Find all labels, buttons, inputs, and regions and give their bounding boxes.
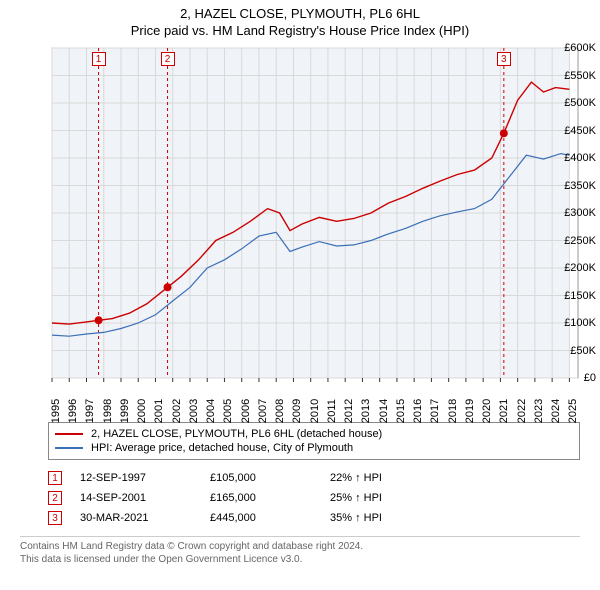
footer-line-1: Contains HM Land Registry data © Crown c… [20, 540, 580, 553]
legend-label: HPI: Average price, detached house, City… [91, 442, 353, 454]
sales-row: 3 30-MAR-2021£445,00035% ↑ HPI [48, 508, 580, 528]
sales-price: £165,000 [210, 492, 330, 504]
sale-marker-1: 1 [92, 52, 106, 66]
x-axis-label: 2023 [533, 399, 545, 423]
x-axis-label: 2005 [222, 399, 234, 423]
chart-title-2: Price paid vs. HM Land Registry's House … [0, 21, 600, 38]
sales-date: 14-SEP-2001 [80, 492, 210, 504]
y-axis-label: £550K [552, 70, 596, 82]
x-axis-label: 1999 [119, 399, 131, 423]
y-axis-label: £250K [552, 235, 596, 247]
y-axis-label: £0 [552, 372, 596, 384]
legend: 2, HAZEL CLOSE, PLYMOUTH, PL6 6HL (detac… [48, 422, 580, 460]
x-axis-label: 2016 [412, 399, 424, 423]
x-axis-label: 2001 [153, 399, 165, 423]
x-axis-label: 2021 [498, 399, 510, 423]
y-axis-label: £600K [552, 42, 596, 54]
y-axis-label: £350K [552, 180, 596, 192]
x-axis-label: 2007 [257, 399, 269, 423]
x-axis-label: 2017 [429, 399, 441, 423]
legend-label: 2, HAZEL CLOSE, PLYMOUTH, PL6 6HL (detac… [91, 428, 382, 440]
legend-item: HPI: Average price, detached house, City… [55, 441, 573, 455]
x-axis-label: 2012 [343, 399, 355, 423]
x-axis-label: 1998 [102, 399, 114, 423]
x-axis-label: 2011 [326, 399, 338, 423]
x-axis-label: 2013 [360, 399, 372, 423]
y-axis-label: £300K [552, 207, 596, 219]
sales-date: 30-MAR-2021 [80, 512, 210, 524]
y-axis-label: £50K [552, 345, 596, 357]
y-axis-label: £200K [552, 262, 596, 274]
sales-pct: 25% ↑ HPI [330, 492, 450, 504]
x-axis-label: 2004 [205, 399, 217, 423]
sale-marker-3: 3 [497, 52, 511, 66]
sales-pct: 22% ↑ HPI [330, 472, 450, 484]
y-axis-label: £150K [552, 290, 596, 302]
x-axis-label: 2010 [309, 399, 321, 423]
legend-item: 2, HAZEL CLOSE, PLYMOUTH, PL6 6HL (detac… [55, 427, 573, 441]
sales-date: 12-SEP-1997 [80, 472, 210, 484]
sales-pct: 35% ↑ HPI [330, 512, 450, 524]
sale-marker-2: 2 [161, 52, 175, 66]
x-axis-label: 2018 [447, 399, 459, 423]
x-axis-label: 2009 [291, 399, 303, 423]
sales-marker-badge: 2 [48, 491, 62, 505]
chart-svg [0, 38, 600, 418]
sales-row: 1 12-SEP-1997£105,00022% ↑ HPI [48, 468, 580, 488]
sales-table: 1 12-SEP-1997£105,00022% ↑ HPI 2 14-SEP-200… [48, 468, 580, 528]
chart-area: £0 £50K £100K £150K £200K £250K £300K £350K £400… [0, 38, 600, 418]
x-axis-label: 2015 [395, 399, 407, 423]
x-axis-label: 1996 [67, 399, 79, 423]
chart-container: 2, HAZEL CLOSE, PLYMOUTH, PL6 6HL Price … [0, 0, 600, 590]
footer-line-2: This data is licensed under the Open Gov… [20, 553, 580, 566]
x-axis-label: 1997 [84, 399, 96, 423]
y-axis-label: £450K [552, 125, 596, 137]
footer-attribution: Contains HM Land Registry data © Crown c… [20, 536, 580, 566]
x-axis-label: 2019 [464, 399, 476, 423]
x-axis-label: 2006 [240, 399, 252, 423]
y-axis-label: £500K [552, 97, 596, 109]
sales-marker-badge: 3 [48, 511, 62, 525]
sales-row: 2 14-SEP-2001£165,00025% ↑ HPI [48, 488, 580, 508]
legend-swatch [55, 433, 83, 435]
x-axis-label: 2022 [516, 399, 528, 423]
sales-price: £105,000 [210, 472, 330, 484]
x-axis-label: 2008 [274, 399, 286, 423]
y-axis-label: £400K [552, 152, 596, 164]
chart-title-1: 2, HAZEL CLOSE, PLYMOUTH, PL6 6HL [0, 0, 600, 21]
x-axis-label: 2025 [567, 399, 579, 423]
y-axis-label: £100K [552, 317, 596, 329]
x-axis-label: 2014 [378, 399, 390, 423]
x-axis-label: 2000 [136, 399, 148, 423]
x-axis-label: 2002 [171, 399, 183, 423]
x-axis-label: 1995 [50, 399, 62, 423]
legend-swatch [55, 447, 83, 449]
x-axis-label: 2003 [188, 399, 200, 423]
x-axis-label: 2020 [481, 399, 493, 423]
sales-price: £445,000 [210, 512, 330, 524]
x-axis-label: 2024 [550, 399, 562, 423]
sales-marker-badge: 1 [48, 471, 62, 485]
